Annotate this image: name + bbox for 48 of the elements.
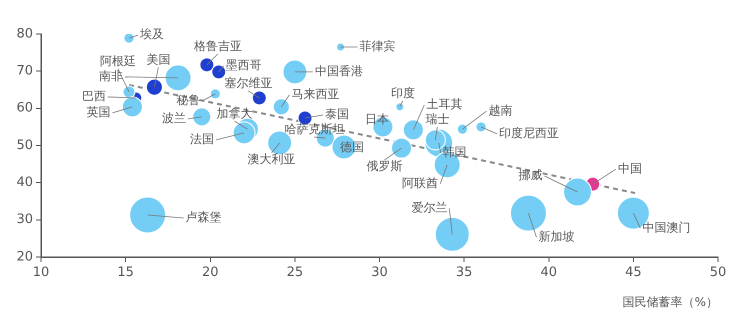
x-tick-label: 10 (32, 265, 50, 280)
annotation: 墨西哥 (226, 58, 262, 72)
annotation: 塞尔维亚 (224, 76, 272, 90)
annotation: 英国 (86, 104, 110, 119)
annotation: 马来西亚 (291, 86, 340, 101)
x-tick-label: 20 (202, 265, 219, 280)
annotation: 中国 (618, 161, 642, 176)
x-axis-title: 国民储蓄率（%） (622, 294, 718, 309)
annotation: 巴西 (82, 89, 106, 104)
y-tick-label: 80 (16, 26, 33, 42)
x-tick-label: 35 (456, 265, 472, 280)
x-tick-label: 30 (371, 265, 388, 280)
x-tick-label: 15 (117, 265, 134, 280)
annotation: 印度尼西亚 (499, 126, 560, 140)
y-tick-label: 70 (16, 64, 33, 79)
annotation: 俄罗斯 (366, 159, 403, 174)
annotation: 美国 (146, 52, 170, 66)
annotation: 中国澳门 (642, 220, 690, 234)
y-tick-label: 50 (16, 138, 33, 153)
annotation: 挪威 (518, 168, 543, 182)
annotation: 中国香港 (314, 64, 363, 78)
y-tick-label: 40 (16, 175, 33, 190)
annotation: 瑞士 (425, 112, 450, 126)
y-tick-label: 20 (16, 249, 33, 264)
annotation: 印度 (390, 86, 415, 100)
y-tick-label: 60 (16, 100, 33, 116)
annotation: 卢森堡 (186, 210, 222, 224)
annotation: 土耳其 (426, 97, 462, 112)
annotation: 法国 (190, 132, 214, 146)
annotation: 加拿大 (216, 106, 252, 120)
x-tick-label: 40 (540, 265, 558, 280)
annotation: 越南 (488, 103, 512, 118)
annotation: 菲律宾 (360, 39, 396, 54)
x-tick-label: 50 (710, 265, 726, 280)
y-tick-label: 30 (16, 212, 33, 228)
x-tick-label: 25 (286, 265, 304, 280)
annotation: 秘鲁 (176, 92, 200, 107)
annotation: 澳大利亚 (248, 152, 296, 166)
x-tick-label: 45 (625, 265, 642, 280)
annotation: 新加坡 (538, 229, 574, 244)
annotation: 埃及 (139, 27, 164, 42)
annotation: 泰国 (325, 107, 350, 122)
annotation: 波兰 (162, 111, 186, 126)
annotation: 爱尔兰 (411, 200, 448, 214)
annotation: 南非 (99, 68, 124, 83)
annotation: 阿根廷 (100, 54, 136, 68)
annotation: 格鲁吉亚 (192, 38, 242, 53)
annotation: 阿联酋 (402, 176, 438, 190)
